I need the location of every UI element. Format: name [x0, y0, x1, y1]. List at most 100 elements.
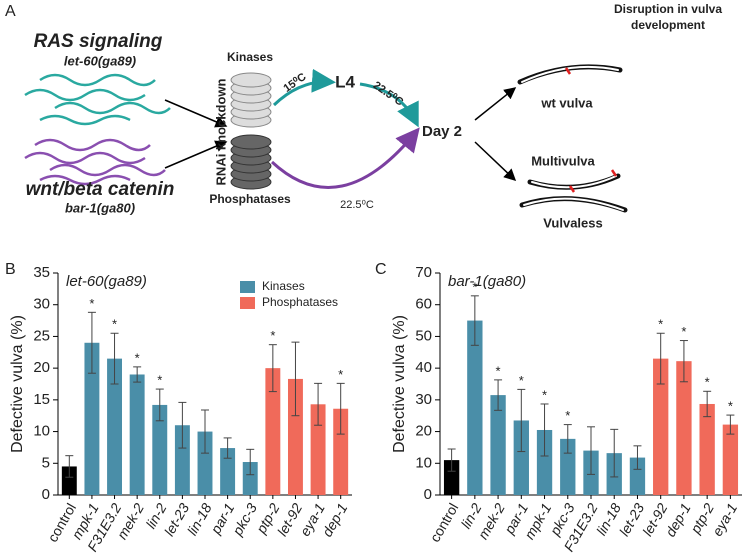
significance: * [270, 328, 275, 343]
bar [676, 361, 692, 495]
legend-label: Kinases [262, 279, 305, 293]
bar [129, 374, 145, 495]
x-tick-label: eya-1 [709, 500, 740, 538]
label: RNAi knockdown [213, 78, 228, 185]
significance: * [658, 317, 663, 332]
bar [287, 378, 303, 495]
significance: * [542, 387, 547, 402]
significance: * [157, 373, 162, 388]
bar [629, 457, 646, 495]
bar [242, 462, 258, 495]
legend-swatch [240, 281, 255, 293]
label: Vulvaless [543, 215, 603, 230]
significance: * [681, 324, 686, 339]
significance: * [565, 408, 570, 423]
chart-title: bar-1(ga80) [448, 273, 526, 290]
label: L4 [335, 72, 355, 91]
y-tick-label: 10 [415, 454, 432, 471]
significance: * [519, 373, 524, 388]
y-tick-label: 10 [33, 423, 50, 440]
bar [310, 404, 326, 495]
significance: * [135, 350, 140, 365]
significance: * [89, 296, 94, 311]
panel-a: A RAS signaling let-60(ga89) wnt/beta ca… [5, 2, 722, 230]
y-tick-label: 30 [33, 296, 50, 313]
y-axis-label: Defective vulva (%) [9, 315, 26, 453]
bar [699, 403, 715, 495]
legend-swatch [240, 297, 255, 309]
x-tick-label: lin-18 [184, 500, 215, 538]
bar [107, 358, 123, 495]
arrow [270, 127, 420, 189]
significance: * [728, 399, 733, 414]
allele: let-60(ga89) [64, 53, 136, 68]
label: Kinases [227, 50, 273, 64]
vulva-marks [564, 67, 618, 193]
y-tick-label: 25 [33, 327, 50, 344]
y-tick-label: 50 [415, 327, 432, 344]
significance: * [496, 363, 501, 378]
y-axis-label: Defective vulva (%) [391, 315, 408, 453]
y-tick-label: 5 [42, 454, 50, 471]
panel-label: A [5, 3, 16, 20]
panel-label: C [375, 261, 387, 278]
y-tick-label: 60 [415, 296, 432, 313]
y-tick-label: 70 [415, 264, 432, 281]
y-tick-label: 0 [424, 486, 432, 503]
label: Multivulva [531, 153, 595, 168]
phosphatase-plates [230, 134, 272, 190]
chart-title: let-60(ga89) [66, 273, 147, 290]
heading: development [631, 18, 705, 32]
arrow [474, 87, 517, 121]
worms-wnt [24, 138, 166, 186]
bar [333, 408, 349, 495]
label: 22.5⁰C [371, 79, 406, 108]
bar [152, 404, 168, 495]
bar [265, 368, 281, 495]
y-tick-label: 35 [33, 264, 50, 281]
label: wt vulva [540, 95, 593, 110]
y-tick-label: 30 [415, 391, 432, 408]
significance: * [472, 279, 477, 294]
x-tick-label: control [427, 500, 462, 544]
y-tick-label: 40 [415, 359, 432, 376]
label: Day 2 [422, 123, 462, 140]
bar [513, 420, 529, 495]
arrow [474, 141, 517, 182]
significance: * [705, 375, 710, 390]
arrow [272, 68, 336, 107]
heading: Disruption in vulva [614, 2, 722, 16]
bar [467, 320, 483, 495]
bar [653, 358, 669, 495]
arrow [164, 99, 228, 128]
bar [490, 395, 506, 495]
y-tick-label: 15 [33, 391, 50, 408]
bar [197, 431, 213, 495]
bar [61, 466, 77, 495]
worms-ras [24, 73, 171, 126]
y-tick-label: 20 [33, 359, 50, 376]
arrow [164, 140, 228, 169]
pathway: RAS signaling [34, 31, 163, 52]
y-tick-label: 0 [42, 486, 50, 503]
bar [536, 429, 553, 495]
worm-inner [521, 65, 624, 211]
label: Phosphatases [209, 192, 291, 206]
arrow [359, 82, 419, 128]
label: 15⁰C [281, 71, 308, 95]
bar [722, 424, 739, 495]
kinase-plates [230, 72, 272, 128]
significance: * [112, 317, 117, 332]
allele: bar-1(ga80) [65, 200, 135, 215]
label: 22.5⁰C [340, 199, 374, 211]
bar [220, 448, 236, 495]
panel-label: B [5, 261, 16, 278]
bar [174, 425, 190, 495]
bar [84, 342, 100, 495]
y-tick-label: 20 [415, 423, 432, 440]
legend-label: Phosphatases [262, 295, 338, 309]
bar [443, 460, 460, 495]
significance: * [338, 367, 343, 382]
pathway: wnt/beta catenin [26, 179, 175, 200]
